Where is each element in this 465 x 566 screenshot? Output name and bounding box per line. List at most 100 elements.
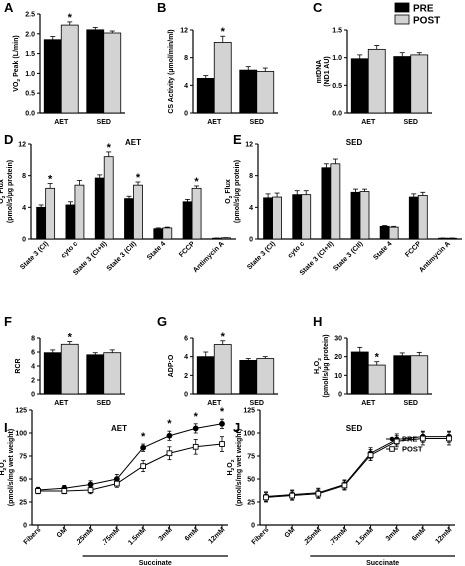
x-tick-label: AET bbox=[207, 119, 222, 126]
significance-mark: * bbox=[220, 406, 225, 418]
y-tick-label: 75 bbox=[247, 454, 255, 461]
bar-post bbox=[213, 42, 232, 114]
bar-pre bbox=[350, 191, 361, 240]
y-tick-label: 0.5 bbox=[25, 91, 35, 98]
y-tick-label: 0.5 bbox=[332, 83, 342, 90]
series-line-pre bbox=[37, 423, 223, 491]
data-point-post bbox=[140, 463, 146, 469]
x-tick-label: State 4 bbox=[372, 240, 393, 261]
data-point-post bbox=[87, 487, 94, 493]
bar-post bbox=[359, 191, 370, 240]
x-tick-label: SED bbox=[404, 119, 418, 126]
y-tick-label: 12 bbox=[18, 142, 26, 149]
significance-mark: * bbox=[141, 431, 146, 443]
bar-post bbox=[191, 187, 202, 240]
x-tick-label: FCCP bbox=[404, 240, 423, 259]
bar-post bbox=[60, 343, 79, 395]
series-line-pre bbox=[265, 436, 449, 497]
data-point-post bbox=[263, 494, 269, 501]
x-tick-label: SED bbox=[404, 400, 418, 407]
data-point-pre bbox=[166, 432, 173, 439]
bar-pre bbox=[263, 197, 273, 240]
y-tick-label: 0 bbox=[31, 392, 35, 399]
x-tick-label: AET bbox=[54, 400, 69, 407]
bar-post bbox=[410, 54, 429, 114]
bar-pre bbox=[379, 225, 390, 240]
bar-post bbox=[330, 163, 341, 240]
x-tick-label: .25mM bbox=[75, 526, 95, 546]
legend-label: POST bbox=[402, 445, 423, 454]
bar-post bbox=[272, 196, 282, 240]
panel-A: A 0.0 0.5 1.0 1.5 2.0 2.5 VO2 Peak (L/min) * AET S… bbox=[4, 0, 125, 126]
x-tick-label: State 3 (CI) bbox=[19, 240, 50, 271]
bar-post bbox=[213, 344, 232, 395]
y-axis-label: H2O2 bbox=[0, 459, 8, 475]
panel-letter: F bbox=[4, 314, 12, 329]
x-tick-label: cyto c bbox=[287, 240, 306, 259]
y-axis-label: VO2 Peak (L/min) bbox=[13, 35, 22, 91]
y-axis-label: CS Activity (µmol/min/ml) bbox=[168, 29, 175, 113]
bar-post bbox=[410, 355, 429, 395]
bar-pre bbox=[124, 198, 134, 240]
significance-mark: * bbox=[167, 418, 172, 430]
data-point-pre bbox=[192, 425, 199, 432]
data-point-post bbox=[393, 438, 400, 445]
significance-mark: * bbox=[136, 172, 141, 184]
significance-mark: * bbox=[194, 411, 199, 423]
bar-post bbox=[74, 184, 85, 240]
y-tick-label: 8 bbox=[22, 173, 26, 180]
panel-letter: I bbox=[4, 420, 8, 435]
panel-letter: C bbox=[313, 0, 323, 15]
significance-mark: * bbox=[48, 174, 53, 186]
x-tick-label: Antimycin A bbox=[192, 240, 226, 274]
x-tick-label: SED bbox=[97, 119, 111, 126]
y-axis-label-line2: (pmol/s/mg wet weight) bbox=[8, 429, 15, 506]
panel-letter: G bbox=[157, 314, 167, 329]
series-line-post bbox=[265, 438, 449, 498]
significance-mark: * bbox=[221, 26, 226, 38]
bar-pre bbox=[350, 351, 369, 395]
x-tick-label: Antimycin A bbox=[418, 240, 452, 274]
bar-post bbox=[417, 195, 428, 240]
data-point-post bbox=[289, 492, 295, 499]
y-axis-label: H2O2 bbox=[227, 459, 236, 475]
bar-pre bbox=[43, 39, 62, 114]
y-tick-label: 4 bbox=[31, 364, 35, 371]
data-point-post bbox=[315, 490, 322, 497]
y-tick-label: 100 bbox=[15, 431, 27, 438]
y-axis-label: RCR bbox=[15, 358, 22, 373]
y-tick-label: 2 bbox=[184, 373, 188, 380]
y-tick-label: 0.0 bbox=[25, 111, 35, 118]
y-tick-label: 2.5 bbox=[25, 12, 35, 19]
panel-E: E SED 0 4 8 12 O2 Flux (pmol/s/µg protein) State… bbox=[225, 132, 462, 277]
bar-pre bbox=[65, 204, 76, 240]
panel-title: AET bbox=[125, 138, 141, 147]
bar-pre bbox=[196, 78, 215, 114]
y-tick-label: 25 bbox=[247, 500, 255, 507]
bar-post bbox=[103, 32, 122, 114]
significance-mark: * bbox=[221, 331, 226, 343]
bar-pre bbox=[153, 228, 164, 240]
panel-letter: A bbox=[4, 0, 14, 15]
y-tick-label: 0 bbox=[251, 523, 255, 530]
legend-label: POST bbox=[413, 16, 440, 27]
y-axis-label: H2O2 bbox=[314, 358, 323, 374]
y-tick-label: 8 bbox=[31, 336, 35, 343]
y-axis-label-line2: (pmol/s/µg protein) bbox=[7, 160, 14, 223]
y-axis-label-line2: (pmol/s/µg protein) bbox=[234, 160, 241, 223]
bar-post bbox=[45, 187, 56, 240]
y-axis-label-line2: (pmol/s/mg wet weight) bbox=[236, 429, 243, 506]
bar-post bbox=[256, 358, 275, 395]
data-point-post bbox=[192, 443, 199, 450]
x-tick-label: 12mM bbox=[207, 526, 226, 545]
x-tick-label: AET bbox=[361, 119, 376, 126]
bar-pre bbox=[94, 177, 105, 240]
data-point-post bbox=[420, 435, 426, 442]
y-axis-label: mtDNA bbox=[316, 60, 323, 84]
bar-pre bbox=[321, 167, 332, 240]
panel-letter: E bbox=[233, 132, 242, 147]
bar-pre bbox=[350, 58, 369, 114]
panel-I: I AET 0 25 50 75 100 125 H2O2(pmol/s/mg wet weig… bbox=[0, 406, 228, 566]
x-tick-label: FCCP bbox=[178, 240, 197, 259]
panel-B: B 0 4 8 12 CS Activity (µmol/min/ml) * AET SED bbox=[157, 0, 278, 126]
